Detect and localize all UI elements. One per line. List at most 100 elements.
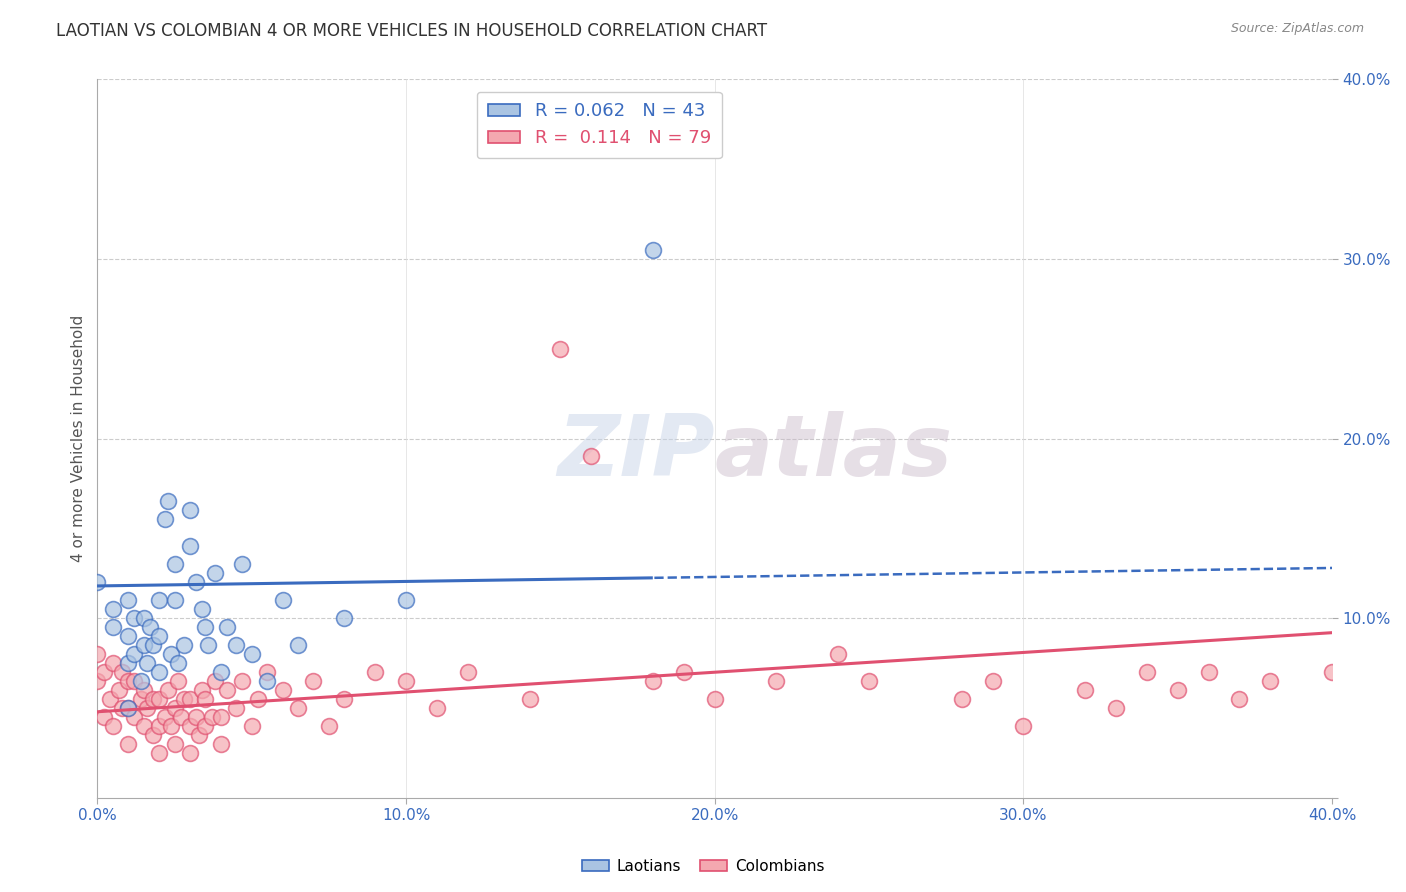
Point [155,710,177,724]
Point [1198,665,1220,680]
Point [231,558,253,572]
Point [160,719,183,733]
Point [173,692,195,706]
Point [117,629,139,643]
Point [641,243,664,257]
Text: ZIP: ZIP [557,411,714,494]
Point [160,647,183,661]
Point [124,674,146,689]
Point [163,701,186,715]
Point [117,593,139,607]
Point [117,701,139,715]
Point [179,503,201,517]
Point [86,674,108,689]
Point [191,683,214,698]
Point [135,701,157,715]
Point [581,450,603,464]
Point [166,657,188,671]
Point [163,593,186,607]
Point [101,602,124,616]
Point [215,620,238,634]
Point [101,620,124,634]
Point [148,719,170,733]
Point [550,342,572,356]
Point [318,719,340,733]
Point [1320,665,1343,680]
Point [225,638,247,652]
Point [132,683,155,698]
Y-axis label: 4 or more Vehicles in Household: 4 or more Vehicles in Household [72,315,86,562]
Point [240,719,263,733]
Point [142,728,165,742]
Point [395,593,418,607]
Point [194,620,217,634]
Point [170,710,193,724]
Point [139,620,162,634]
Point [124,611,146,625]
Point [108,683,131,698]
Point [163,737,186,751]
Point [157,683,180,698]
Point [129,674,152,689]
Point [93,710,115,724]
Point [191,602,214,616]
Point [672,665,695,680]
Point [765,674,787,689]
Point [117,737,139,751]
Point [364,665,387,680]
Point [703,692,725,706]
Point [209,665,232,680]
Point [86,575,108,590]
Point [129,692,152,706]
Text: Source: ZipAtlas.com: Source: ZipAtlas.com [1230,22,1364,36]
Point [200,710,222,724]
Point [132,638,155,652]
Point [225,701,247,715]
Point [148,692,170,706]
Point [302,674,325,689]
Point [132,611,155,625]
Point [231,674,253,689]
Point [256,665,278,680]
Point [1074,683,1097,698]
Point [333,692,356,706]
Point [204,674,226,689]
Point [157,494,180,508]
Point [519,692,541,706]
Point [950,692,973,706]
Point [86,647,108,661]
Point [426,701,449,715]
Point [287,638,309,652]
Point [641,674,664,689]
Point [333,611,356,625]
Point [271,593,294,607]
Point [101,719,124,733]
Point [256,674,278,689]
Point [142,638,165,652]
Point [98,692,121,706]
Point [858,674,880,689]
Point [117,701,139,715]
Legend: Laotians, Colombians: Laotians, Colombians [575,853,831,880]
Point [197,638,219,652]
Point [981,674,1004,689]
Point [827,647,849,661]
Point [111,701,134,715]
Point [179,692,201,706]
Point [204,566,226,581]
Point [1229,692,1251,706]
Point [209,737,232,751]
Point [194,692,217,706]
Point [1136,665,1159,680]
Point [101,657,124,671]
Legend: R = 0.062   N = 43, R =  0.114   N = 79: R = 0.062 N = 43, R = 0.114 N = 79 [477,92,721,158]
Point [132,719,155,733]
Point [188,728,211,742]
Text: LAOTIAN VS COLOMBIAN 4 OR MORE VEHICLES IN HOUSEHOLD CORRELATION CHART: LAOTIAN VS COLOMBIAN 4 OR MORE VEHICLES … [56,22,768,40]
Point [184,710,207,724]
Point [173,638,195,652]
Point [1167,683,1189,698]
Point [395,674,418,689]
Point [117,674,139,689]
Point [117,657,139,671]
